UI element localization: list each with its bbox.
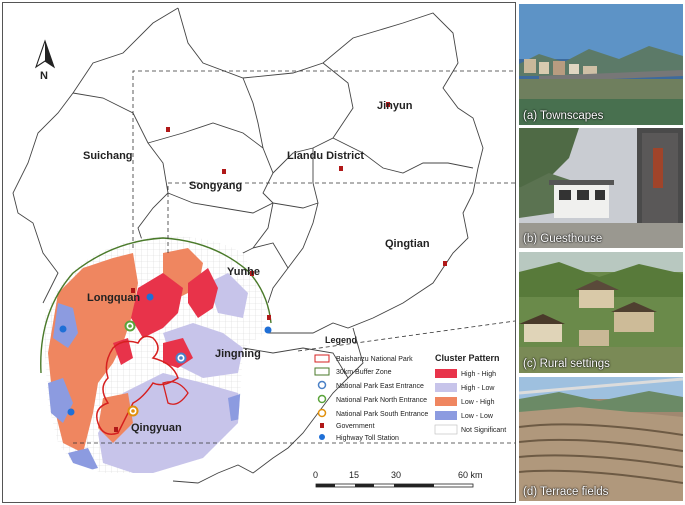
svg-text:Low - Low: Low - Low xyxy=(461,413,494,420)
legend-item-park: Baishanzu National Park xyxy=(314,354,413,363)
legend-item-government: Government xyxy=(320,423,375,430)
photo-rural: (c) Rural settings xyxy=(519,252,683,373)
callout-lines xyxy=(73,70,515,444)
place-qingtian: Qingtian xyxy=(385,238,430,250)
svg-text:30km Buffer Zone: 30km Buffer Zone xyxy=(336,369,392,376)
place-jingning: Jingning xyxy=(215,348,261,360)
svg-text:National Park East Entrance: National Park East Entrance xyxy=(336,383,424,390)
svg-text:High - Low: High - Low xyxy=(461,385,495,392)
toll-stations xyxy=(59,293,272,416)
cluster-high-high: High - High xyxy=(435,369,496,378)
legend: Legend Baishanzu National Park 30km Buff… xyxy=(314,335,506,442)
caption-rural: (c) Rural settings xyxy=(523,358,610,370)
place-qingyuan: Qingyuan xyxy=(131,422,182,434)
guesthouse-photo-icon xyxy=(519,128,683,248)
park-entrances xyxy=(124,320,187,417)
place-yunhe: Yunhe xyxy=(227,266,260,278)
svg-text:Highway Toll Station: Highway Toll Station xyxy=(336,435,399,442)
svg-text:30: 30 xyxy=(391,470,401,480)
cluster-not-significant: Not Significant xyxy=(434,424,506,435)
svg-text:15: 15 xyxy=(349,470,359,480)
terrace-photo-icon xyxy=(519,377,683,501)
svg-text:Government: Government xyxy=(336,423,375,430)
rural-photo-icon xyxy=(519,252,683,373)
north-arrow: N xyxy=(34,39,56,82)
cluster-map xyxy=(43,236,268,473)
svg-text:Low - High: Low - High xyxy=(461,399,495,406)
townscape-photo-icon xyxy=(519,4,683,125)
svg-text:0: 0 xyxy=(313,470,318,480)
county-boundaries xyxy=(12,7,484,484)
photo-guesthouse: (b) Guesthouse xyxy=(519,128,683,248)
government-markers xyxy=(114,102,447,432)
svg-text:60 km: 60 km xyxy=(458,470,483,480)
legend-item-south-entrance: National Park South Entrance xyxy=(317,408,428,418)
place-suichang: Suichang xyxy=(83,150,133,162)
photo-townscapes: (a) Townscapes xyxy=(519,4,683,125)
caption-terrace: (d) Terrace fields xyxy=(523,486,609,498)
place-longquan: Longquan xyxy=(87,292,140,304)
legend-item-east-entrance: National Park East Entrance xyxy=(317,380,424,390)
cluster-low-low: Low - Low xyxy=(435,411,494,420)
place-liandu: Liandu District xyxy=(287,150,364,162)
svg-text:Not Significant: Not Significant xyxy=(461,427,506,434)
national-park-outline xyxy=(96,335,179,435)
place-songyang: Songyang xyxy=(189,180,242,192)
cluster-high-low: High - Low xyxy=(435,383,495,392)
cluster-title: Cluster Pattern xyxy=(435,353,500,363)
buffer-zone-outline xyxy=(40,237,272,374)
legend-title: Legend xyxy=(325,335,357,345)
caption-townscapes: (a) Townscapes xyxy=(523,110,604,122)
svg-text:Baishanzu National Park: Baishanzu National Park xyxy=(336,356,413,363)
north-label: N xyxy=(40,70,48,82)
caption-guesthouse: (b) Guesthouse xyxy=(523,233,603,245)
place-jinyun: Jinyun xyxy=(377,100,413,112)
svg-text:National Park South Entrance: National Park South Entrance xyxy=(336,411,428,418)
photo-terrace: (d) Terrace fields xyxy=(519,377,683,501)
legend-item-north-entrance: National Park North Entrance xyxy=(317,394,427,404)
map-panel: N Jinyun Suichang Liandu District Songya… xyxy=(2,2,516,503)
svg-text:National Park North Entrance: National Park North Entrance xyxy=(336,397,427,404)
cluster-low-high: Low - High xyxy=(435,397,495,406)
map-canvas: N Jinyun Suichang Liandu District Songya… xyxy=(12,7,515,488)
legend-item-buffer: 30km Buffer Zone xyxy=(314,367,392,376)
scale-bar: 0 15 30 60 km xyxy=(313,470,483,488)
legend-item-toll: Highway Toll Station xyxy=(319,434,399,442)
svg-text:High - High: High - High xyxy=(461,371,496,378)
